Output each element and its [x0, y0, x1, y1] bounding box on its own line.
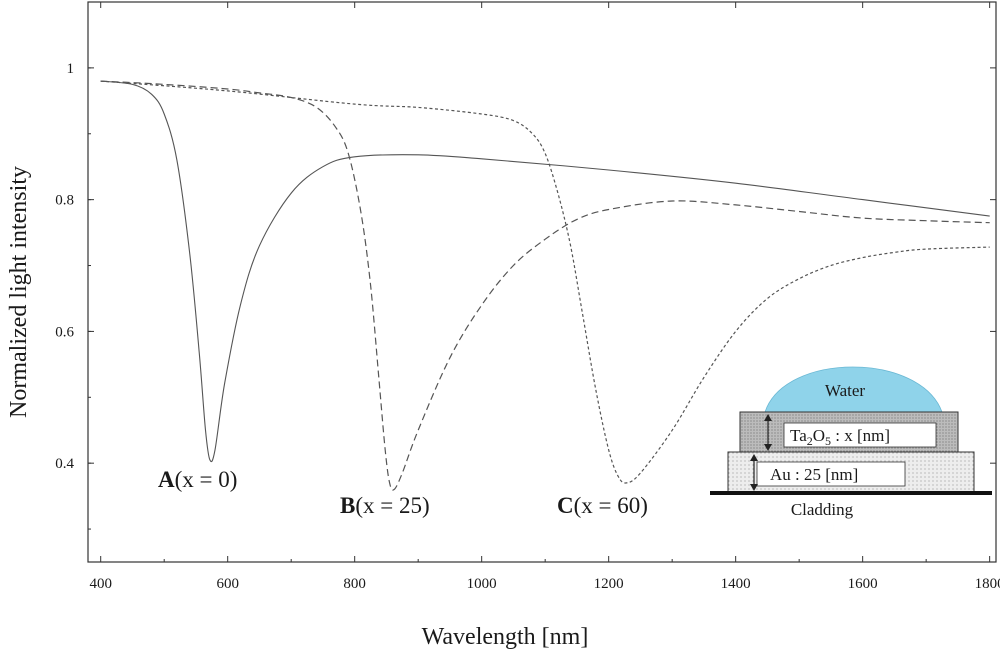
x-tick-label: 1600 — [848, 576, 878, 592]
ta2o5-label: Ta2O5 : x [nm] — [790, 426, 890, 448]
series-line-b — [100, 80, 990, 491]
au-label: Au : 25 [nm] — [770, 465, 858, 484]
curve-label-a: A(x = 0) — [158, 467, 237, 492]
ta2o5-arrow-head-up-icon — [764, 414, 772, 421]
x-tick-label: 400 — [89, 576, 112, 592]
y-tick-label: 1 — [67, 61, 75, 77]
sensor-structure-inset: Water Ta2O5 : x [nm] Au : 25 [nm] Claddi… — [710, 366, 992, 519]
ta2o5-arrow-head-down-icon — [764, 444, 772, 451]
y-tick-label: 0.6 — [55, 324, 74, 340]
curve-label-c: C(x = 60) — [557, 493, 648, 518]
au-label-box — [756, 461, 906, 487]
au-arrow-head-up-icon — [750, 454, 758, 461]
data-curves — [100, 80, 990, 491]
series-line-a — [100, 80, 990, 463]
x-tick-label: 1000 — [467, 576, 497, 592]
y-axis-title: Normalized light intensity — [6, 166, 32, 418]
curve-label-b: B(x = 25) — [340, 493, 430, 518]
ta2o5-label-box — [783, 422, 937, 448]
y-tick-label: 0.8 — [55, 193, 74, 209]
y-tick-label: 0.4 — [55, 456, 74, 472]
x-tick-label: 600 — [216, 576, 239, 592]
x-tick-label: 800 — [343, 576, 366, 592]
water-label: Water — [825, 381, 865, 400]
x-tick-label: 1200 — [594, 576, 624, 592]
series-line-c — [100, 80, 990, 484]
cladding-label: Cladding — [791, 500, 854, 519]
au-arrow-head-down-icon — [750, 484, 758, 491]
x-tick-label: 1400 — [721, 576, 751, 592]
plot-frame — [87, 1, 997, 563]
water-droplet — [764, 366, 943, 413]
x-axis-title: Wavelength [nm] — [422, 624, 589, 650]
y-axis-ticks: 0.4 0.6 0.8 1 — [55, 1, 996, 530]
